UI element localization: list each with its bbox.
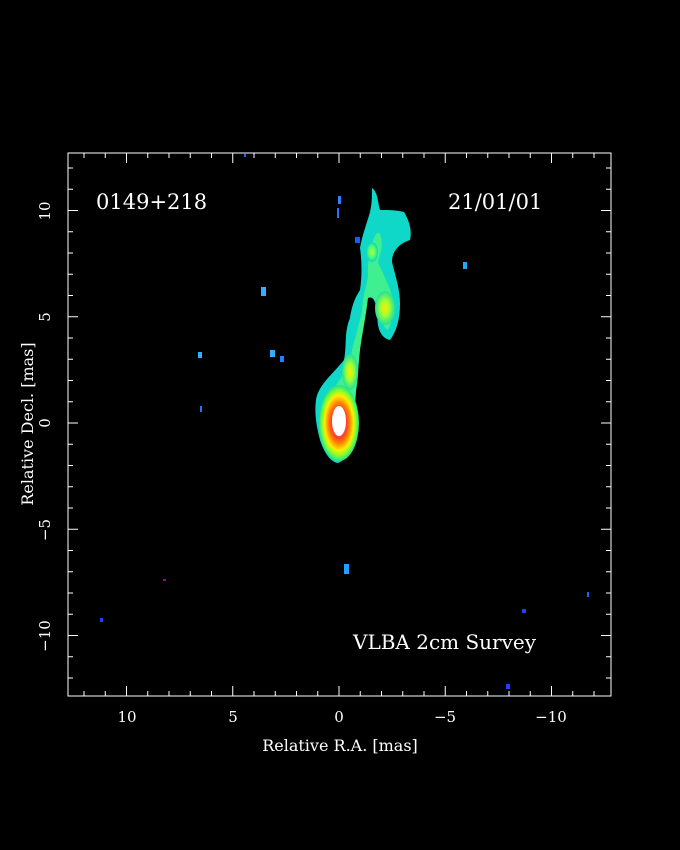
y-tick-label: 5 — [36, 312, 54, 322]
y-tick-label: −10 — [36, 620, 54, 652]
source-label: 0149+218 — [96, 190, 207, 214]
jet-knot-a — [342, 354, 358, 390]
x-tick-label: −5 — [434, 708, 456, 726]
x-tick-label: −10 — [535, 708, 567, 726]
survey-label: VLBA 2cm Survey — [352, 630, 537, 654]
x-tick-labels: 10 5 0 −5 −10 — [117, 708, 566, 726]
y-tick-labels: 10 5 0 −5 −10 — [36, 201, 54, 651]
x-tick-label: 5 — [228, 708, 238, 726]
date-label: 21/01/01 — [448, 190, 542, 214]
jet-emission — [315, 188, 411, 463]
y-tick-label: 0 — [36, 418, 54, 428]
y-tick-label: 10 — [36, 201, 54, 220]
noise-specks — [100, 154, 589, 689]
x-axis-title: Relative R.A. [mas] — [262, 736, 418, 755]
x-tick-label: 10 — [117, 708, 136, 726]
x-tick-label: 0 — [334, 708, 344, 726]
axis-ticks — [68, 153, 611, 696]
core-peak — [332, 406, 346, 436]
y-tick-label: −5 — [36, 519, 54, 541]
y-axis-title: Relative Decl. [mas] — [18, 342, 37, 505]
jet-knot-b — [375, 291, 395, 325]
jet-knot-c — [366, 242, 378, 262]
